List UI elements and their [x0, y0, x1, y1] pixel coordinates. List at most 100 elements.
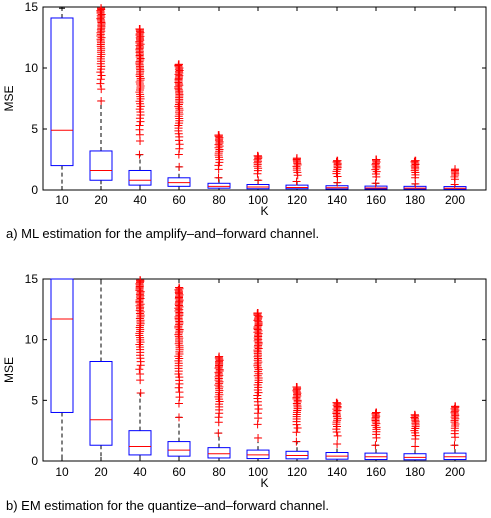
x-axis-label: K	[260, 204, 268, 218]
outlier-marker	[175, 162, 184, 171]
y-tick-label: 15	[25, 272, 39, 286]
y-tick-label: 5	[31, 393, 38, 407]
outlier-marker	[174, 102, 183, 111]
x-tick-label: 100	[248, 193, 268, 207]
iqr-box	[50, 17, 74, 167]
outlier-marker	[254, 404, 263, 413]
y-tick-label: 0	[31, 183, 38, 197]
outlier-marker	[372, 408, 380, 417]
outlier-marker	[333, 398, 341, 407]
x-tick-label: 10	[55, 465, 69, 479]
outlier-marker	[253, 420, 262, 429]
outlier-marker	[135, 365, 144, 374]
outlier-marker	[254, 433, 263, 442]
outlier-marker	[175, 60, 183, 69]
outlier-marker	[96, 75, 105, 84]
x-axis-label: K	[260, 476, 268, 490]
x-tick-label: 180	[405, 193, 425, 207]
plot-a-ml-amplify-and-forward: 0 5 10 15 MSE K 10 20 40 60 80 100 120 140 160 180 200	[2, 0, 487, 218]
outlier-marker	[254, 308, 262, 317]
y-tick-label: 10	[25, 61, 39, 75]
outlier-marker	[333, 431, 342, 440]
outlier-marker	[174, 330, 183, 339]
x-tick-label: 160	[366, 193, 386, 207]
caption-plot-b: b) EM estimation for the quantize–and–fo…	[6, 498, 330, 513]
outlier-marker	[175, 413, 184, 422]
outlier-marker	[254, 365, 263, 374]
outlier-marker	[292, 177, 301, 186]
iqr-box	[89, 150, 113, 181]
outlier-marker	[411, 156, 419, 165]
iqr-box	[167, 177, 191, 187]
outlier-marker	[214, 392, 223, 401]
x-tick-label: 60	[172, 193, 186, 207]
x-tick-label: 120	[287, 193, 307, 207]
outlier-marker	[135, 150, 144, 159]
x-tick-label: 200	[445, 193, 465, 207]
outlier-marker	[175, 388, 184, 397]
iqr-box	[128, 430, 152, 456]
caption-plot-a: a) ML estimation for the amplify–and–for…	[6, 226, 320, 241]
x-tick-label: 140	[327, 193, 347, 207]
y-axis-label: MSE	[2, 357, 16, 383]
outlier-marker	[450, 441, 459, 450]
iqr-box	[167, 441, 191, 457]
iqr-box	[207, 182, 231, 189]
x-tick-label: 80	[212, 193, 226, 207]
x-tick-label: 20	[94, 465, 108, 479]
y-tick-label: 10	[25, 333, 39, 347]
outlier-marker	[254, 151, 262, 160]
outlier-marker	[215, 352, 223, 361]
plot-b-em-quantize-and-forward: 0 5 10 15 MSE K 10 20 40 60 80 100 120 140 160 180 200	[2, 272, 487, 490]
outlier-marker	[136, 389, 145, 398]
outlier-marker	[410, 426, 419, 435]
outlier-marker	[333, 440, 342, 449]
outlier-marker	[174, 399, 183, 408]
outlier-marker	[371, 441, 380, 450]
x-tick-label: 100	[248, 465, 268, 479]
outlier-marker	[136, 276, 144, 285]
outlier-marker	[97, 4, 105, 13]
plot-frame	[42, 6, 487, 191]
x-tick-label: 200	[445, 465, 465, 479]
outlier-marker	[175, 140, 184, 149]
x-tick-label: 160	[366, 465, 386, 479]
y-tick-label: 15	[25, 0, 39, 14]
outlier-marker	[293, 154, 301, 163]
outlier-marker	[293, 423, 302, 432]
outlier-marker	[372, 155, 380, 164]
x-tick-label: 40	[133, 193, 147, 207]
outlier-marker	[214, 429, 223, 438]
outlier-marker	[136, 370, 145, 379]
outlier-marker	[292, 428, 301, 437]
outlier-marker	[135, 88, 144, 97]
outlier-marker	[372, 419, 381, 428]
x-tick-label: 60	[172, 465, 186, 479]
y-tick-label: 0	[31, 454, 38, 468]
iqr-box	[89, 361, 113, 446]
outlier-marker	[214, 413, 223, 422]
x-tick-label: 140	[327, 465, 347, 479]
outlier-marker	[292, 437, 301, 446]
plot-frame	[42, 278, 487, 462]
outlier-marker	[254, 176, 263, 185]
iqr-box	[403, 453, 427, 461]
outlier-marker	[174, 383, 183, 392]
iqr-box	[128, 169, 152, 186]
outlier-marker	[135, 121, 144, 130]
outlier-marker	[333, 399, 342, 408]
y-axis-label: MSE	[2, 85, 16, 111]
outlier-marker	[215, 131, 223, 140]
outlier-marker	[411, 410, 419, 419]
outlier-marker	[253, 409, 262, 418]
outlier-marker	[371, 179, 380, 188]
y-tick-label: 5	[31, 122, 38, 136]
outlier-marker	[174, 352, 183, 361]
iqr-box	[50, 278, 74, 413]
iqr-box	[246, 449, 270, 460]
outlier-marker	[451, 165, 459, 174]
x-tick-label: 180	[405, 465, 425, 479]
outlier-marker	[136, 117, 145, 126]
outlier-marker	[333, 414, 342, 423]
